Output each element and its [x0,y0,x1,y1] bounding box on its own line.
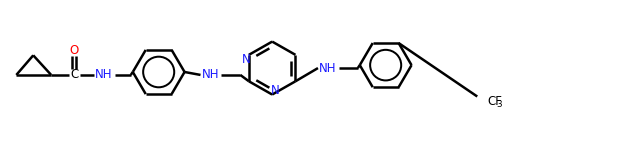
Text: O: O [69,44,78,57]
Text: N: N [242,53,250,66]
Text: 3: 3 [497,100,502,109]
Text: CF: CF [487,95,502,108]
Text: NH: NH [95,68,113,81]
Text: N: N [271,84,280,97]
Text: NH: NH [202,68,219,81]
Text: NH: NH [319,62,336,75]
Text: C: C [70,68,78,81]
